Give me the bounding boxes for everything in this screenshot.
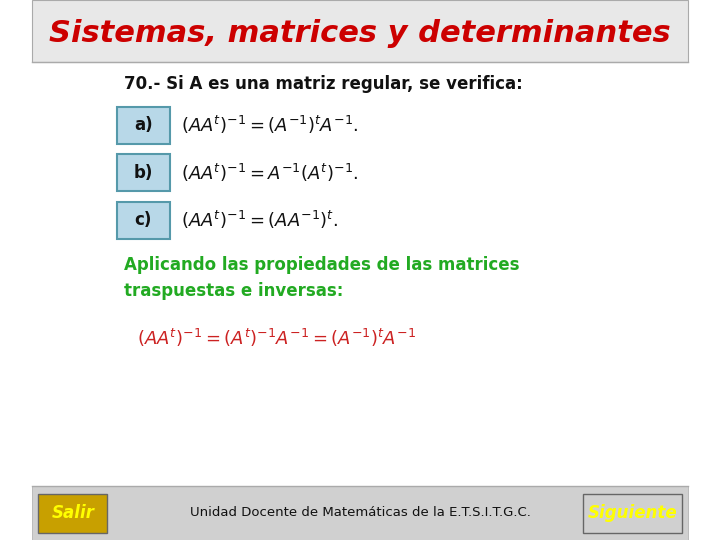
FancyBboxPatch shape <box>117 107 170 144</box>
Text: $(AA^t)^{-1} = A^{-1}(A^t)^{-1}.$: $(AA^t)^{-1} = A^{-1}(A^t)^{-1}.$ <box>181 162 359 184</box>
FancyBboxPatch shape <box>117 154 170 191</box>
Text: $(AA^t)^{-1} = (A^{-1})^t A^{-1}.$: $(AA^t)^{-1} = (A^{-1})^t A^{-1}.$ <box>181 114 359 136</box>
FancyBboxPatch shape <box>583 494 682 533</box>
Text: Aplicando las propiedades de las matrices: Aplicando las propiedades de las matrice… <box>124 255 519 274</box>
Text: $(AA^t)^{-1} = (AA^{-1})^t.$: $(AA^t)^{-1} = (AA^{-1})^t.$ <box>181 210 338 231</box>
Text: Salir: Salir <box>52 504 94 522</box>
FancyBboxPatch shape <box>32 0 688 62</box>
FancyBboxPatch shape <box>38 494 107 533</box>
FancyBboxPatch shape <box>32 486 688 540</box>
Text: Sistemas, matrices y determinantes: Sistemas, matrices y determinantes <box>49 19 671 48</box>
Text: Unidad Docente de Matemáticas de la E.T.S.I.T.G.C.: Unidad Docente de Matemáticas de la E.T.… <box>189 507 531 519</box>
Text: b): b) <box>134 164 153 182</box>
Text: a): a) <box>134 116 153 134</box>
Text: c): c) <box>135 211 152 230</box>
FancyBboxPatch shape <box>117 202 170 239</box>
Text: 70.- Si A es una matriz regular, se verifica:: 70.- Si A es una matriz regular, se veri… <box>124 75 523 93</box>
Text: traspuestas e inversas:: traspuestas e inversas: <box>124 281 343 300</box>
Text: $(A A^t)^{-1} = (A^t)^{-1} A^{-1} = (A^{-1})^t A^{-1}$: $(A A^t)^{-1} = (A^t)^{-1} A^{-1} = (A^{… <box>137 327 415 348</box>
Text: Siguiente: Siguiente <box>588 504 678 522</box>
